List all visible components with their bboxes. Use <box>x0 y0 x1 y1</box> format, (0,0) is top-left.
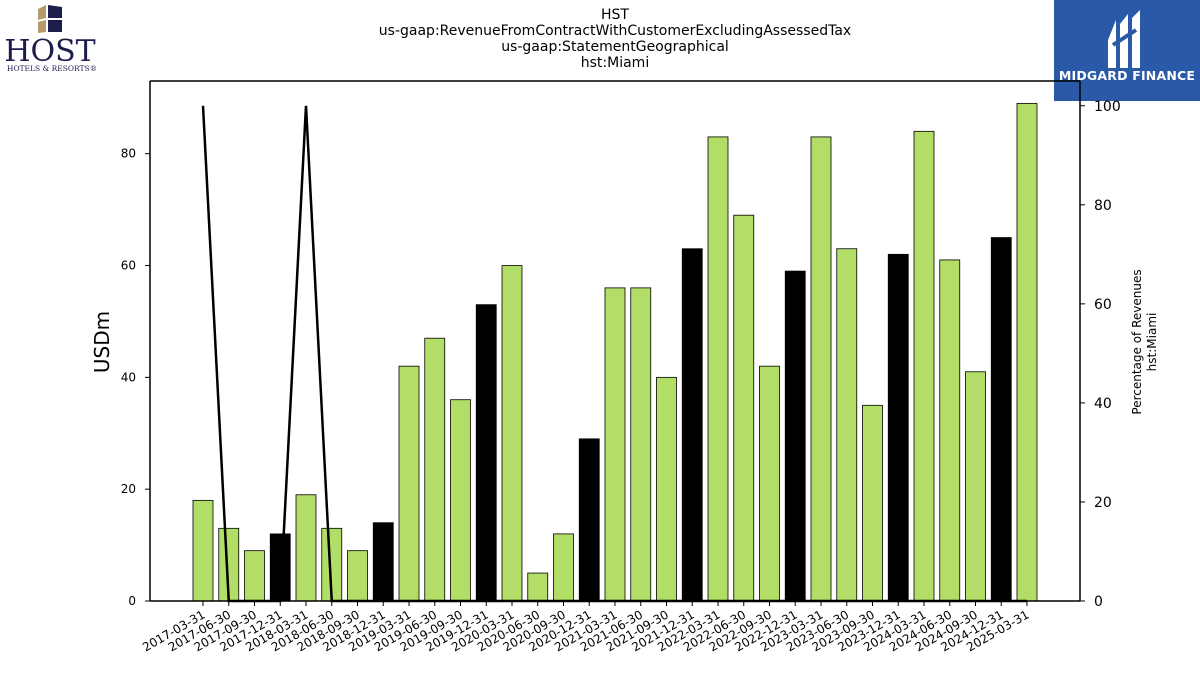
bar-2019-03-31 <box>398 365 420 602</box>
host-logo-tagline: HOTELS & RESORTS® <box>7 64 97 73</box>
y2-tick-label: 40 <box>1094 396 1112 412</box>
midgard-emblem-icon <box>1108 10 1140 68</box>
bar-2020-09-30 <box>553 533 574 602</box>
bar-2017-09-30 <box>244 550 265 602</box>
bar-2018-03-31 <box>295 494 317 602</box>
y-tick-label: 20 <box>121 482 136 496</box>
y2-tick-label: 80 <box>1094 198 1112 214</box>
bar-2023-03-31 <box>810 136 832 602</box>
host-logo: HOST HOTELS & RESORTS® <box>0 0 110 80</box>
bar-2020-03-31 <box>501 265 523 602</box>
bar-2023-12-31 <box>887 253 909 602</box>
y-tick-label: 40 <box>121 370 136 384</box>
bar-2024-06-30 <box>939 259 961 602</box>
y-right-tick-labels: 0 20 40 60 80 100 <box>1080 99 1121 610</box>
y2-axis-label-line1: Percentage of Revenues <box>1130 269 1144 414</box>
bar-2021-03-31 <box>604 287 626 602</box>
bar-2021-09-30 <box>656 376 677 602</box>
bar-2020-06-30 <box>527 572 549 602</box>
bar-2025-03-31 <box>1016 102 1038 602</box>
host-emblem-icon <box>38 5 62 33</box>
bar-2017-03-31 <box>192 499 214 602</box>
y-axis-label: USDm <box>90 311 114 373</box>
x-tick-labels: 2017-03-312017-06-302017-09-302017-12-31… <box>140 601 1032 654</box>
title-line-member: hst:Miami <box>580 55 650 71</box>
y-left-tick-labels: 0 20 40 60 80 <box>121 147 150 608</box>
y2-tick-label: 0 <box>1094 594 1103 610</box>
midgard-finance-logo: MIDGARD FINANCE <box>1054 0 1200 101</box>
bar-2019-09-30 <box>450 399 471 602</box>
bar-2023-09-30 <box>862 404 883 602</box>
bar-2022-12-31 <box>784 270 806 602</box>
y-tick-label: 0 <box>128 594 136 608</box>
host-logo-wordmark: HOST <box>4 34 95 69</box>
title-line-axis: us-gaap:StatementGeographical <box>501 39 729 55</box>
title-line-metric: us-gaap:RevenueFromContractWithCustomerE… <box>378 23 852 39</box>
bar-2024-12-31 <box>990 237 1012 602</box>
chart-title: HST us-gaap:RevenueFromContractWithCusto… <box>300 7 930 71</box>
bar-2019-12-31 <box>475 304 497 602</box>
title-line-ticker: HST <box>601 7 629 23</box>
bar-2019-06-30 <box>424 337 446 602</box>
bar-2024-03-31 <box>913 130 935 602</box>
y-tick-label: 60 <box>121 259 136 273</box>
bar-2023-06-30 <box>836 248 858 602</box>
y2-tick-label: 60 <box>1094 297 1112 313</box>
bar-2022-09-30 <box>759 365 780 602</box>
bar-2018-09-30 <box>347 550 368 602</box>
bar-2020-12-31 <box>578 438 600 602</box>
midgard-logo-text: MIDGARD FINANCE <box>1058 68 1196 83</box>
y2-tick-label: 20 <box>1094 495 1112 511</box>
bar-2022-06-30 <box>733 214 755 602</box>
y2-axis-label-line2: hst:Miami <box>1145 313 1159 372</box>
y-tick-label: 80 <box>121 147 136 161</box>
bar-2021-06-30 <box>630 287 652 602</box>
bar-2021-12-31 <box>681 248 703 602</box>
bar-2022-03-31 <box>707 136 729 602</box>
bar-2018-12-31 <box>372 522 394 602</box>
y2-tick-label: 100 <box>1094 99 1121 115</box>
bar-2024-09-30 <box>965 371 986 602</box>
